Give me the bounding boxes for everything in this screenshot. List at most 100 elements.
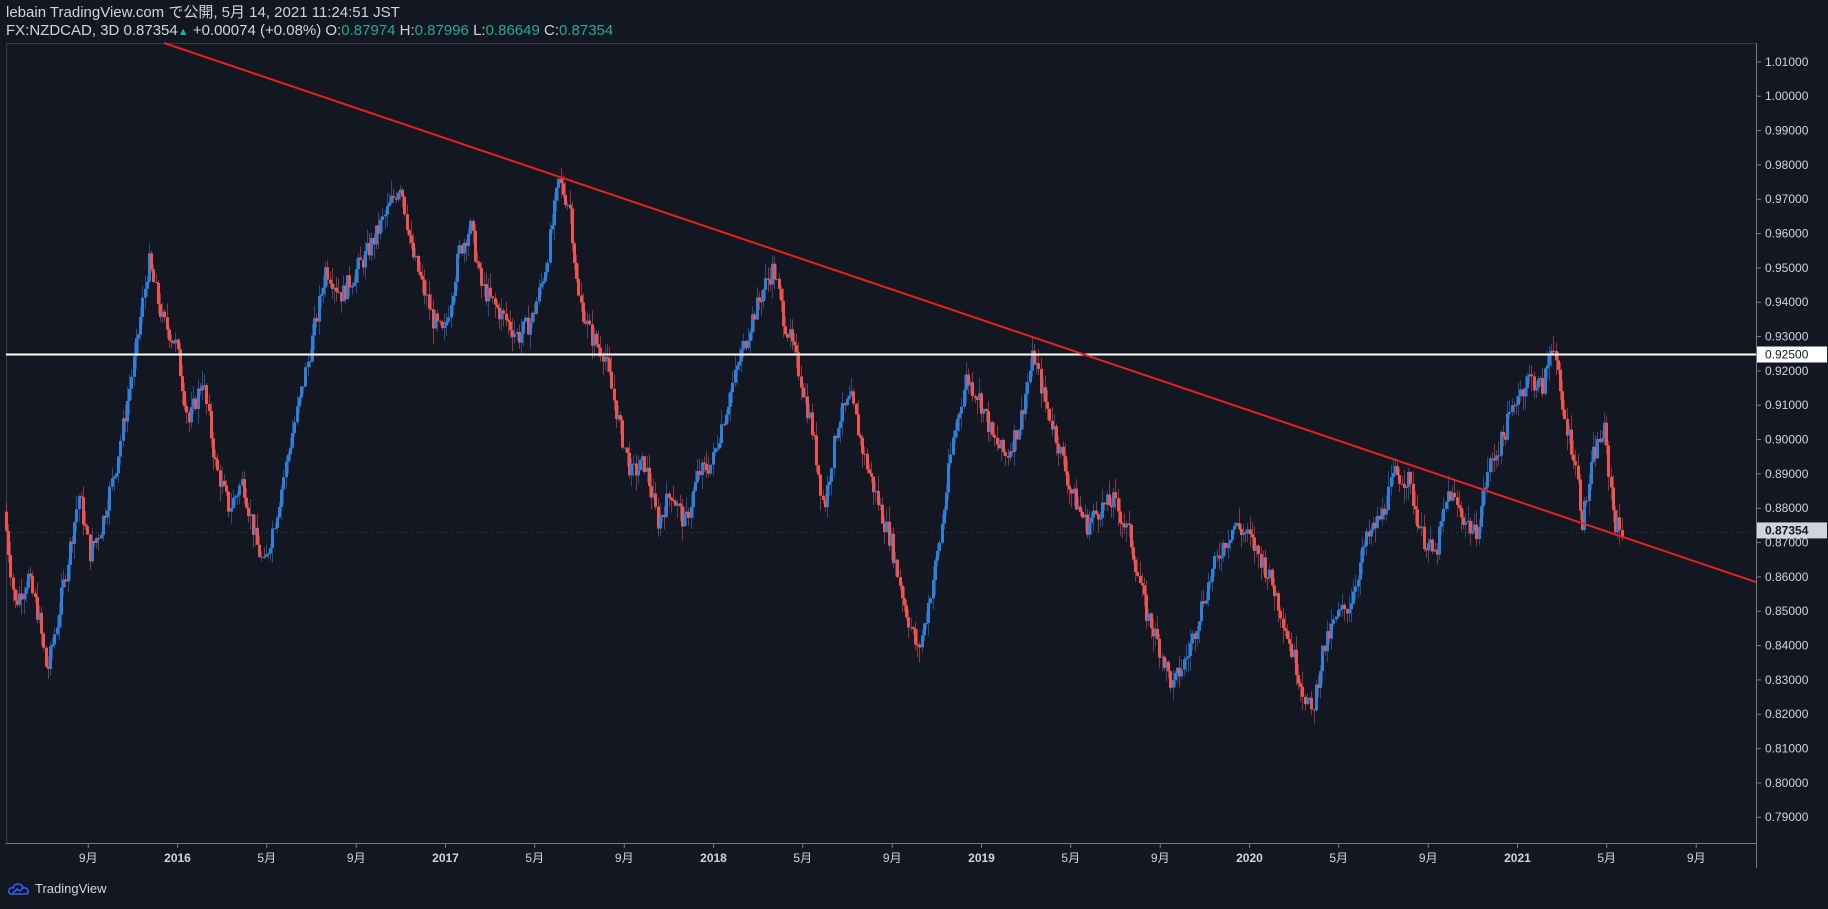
candle-up [27,573,30,588]
candle-down [5,511,8,531]
candle-down [1264,557,1267,578]
candle-down [1594,446,1597,459]
candle-down [577,278,580,296]
candle-up [1009,451,1012,458]
candle-up [296,406,299,423]
candle-up [1268,569,1271,578]
candle-up [1473,524,1476,531]
price-tick-label: 0.98000 [1765,158,1809,172]
candle-down [996,437,999,445]
last-price-tag-label: 0.87354 [1765,523,1809,537]
candle-up [1544,368,1547,394]
candle-down [1607,445,1610,477]
time-tick-label: 9月 [347,851,366,865]
low-label: L: [473,22,486,39]
drawings-layer[interactable] [6,42,1757,584]
candle-up [646,467,649,472]
candle-down [608,358,611,372]
candle-up [1385,510,1388,515]
candle-up [1568,429,1571,436]
candle-up [238,485,241,496]
candle-up [714,448,717,452]
candle-down [1610,476,1613,488]
price-axis[interactable]: 1.01000 1.00000 0.99000 0.98000 0.97000 0.960… [1756,55,1827,824]
candle-up [630,463,633,476]
candle-up [1447,491,1450,502]
candle-up [725,414,728,425]
candle-up [148,253,151,282]
candle-up [874,490,877,493]
candle-down [403,196,406,215]
candle-up [555,187,558,201]
candle-down [703,462,706,464]
candle-up [1524,388,1527,397]
time-axis[interactable]: 9月 2016 5月 9月 2017 5月 9月 2018 5月 9月 2019 5月 9月 2020 5月… [79,843,1706,865]
candle-up [1583,500,1586,530]
candle-up [775,278,778,280]
candle-down [1037,363,1040,369]
candle-up [278,507,281,518]
price-tick-label: 0.92000 [1765,364,1809,378]
candle-up [304,367,307,387]
candle-down [679,503,682,507]
time-tick-label: 5月 [1329,851,1348,865]
candle-down [1145,594,1148,621]
time-tick-label: 5月 [257,851,276,865]
candle-up [945,492,948,510]
candle-up [62,579,65,588]
candle-up [1390,477,1393,487]
candle-up [1592,446,1595,462]
candle-down [1374,522,1377,528]
symbol-label[interactable]: FX:NZDCAD, 3D [6,22,120,39]
candle-down [1260,554,1263,568]
candle-up [549,229,552,263]
candle-up [1059,446,1062,454]
candle-down [844,403,847,406]
time-tick-label: 5月 [793,851,812,865]
trendline[interactable] [163,42,1757,584]
candle-up [388,202,391,206]
candle-up [910,627,913,629]
candle-up [632,463,635,465]
candle-up [1352,591,1355,604]
candle-down [971,382,974,397]
candle-down [359,257,362,260]
candle-down [1383,508,1386,515]
high-label: H: [399,22,415,39]
candle-down [780,288,783,301]
candle-down [1064,455,1067,472]
time-tick-label: 9月 [1687,851,1706,865]
candle-down [564,194,567,205]
candle-up [659,516,662,529]
candle-up [929,598,932,604]
candle-down [1251,534,1254,538]
candle-down [1346,609,1349,614]
candle-down [258,544,261,557]
candle-down [410,235,413,243]
candle-down [194,398,197,409]
candle-down [243,479,246,498]
candle-down [498,307,501,320]
candle-down [817,465,820,475]
candle-down [84,524,87,527]
candle-down [877,490,880,505]
ohlc-legend[interactable]: FX:NZDCAD, 3D 0.87354▲ +0.00074 (+0.08%)… [6,22,613,41]
open-value: 0.87974 [341,22,396,39]
candle-up [458,245,461,254]
candle-up [342,285,345,302]
candle-down [1123,524,1126,528]
candle-down [852,391,855,404]
candle-down [533,312,536,314]
candle-up [927,603,930,624]
candle-down [573,243,576,263]
candle-up [1348,609,1351,614]
last-price: 0.87354 [123,22,178,39]
candle-up [641,456,644,460]
candle-down [9,555,12,578]
tradingview-brand[interactable]: TradingView [8,881,107,896]
candle-up [291,433,294,448]
candle-up [324,267,327,288]
candle-up [265,554,268,557]
candle-up [397,192,400,200]
